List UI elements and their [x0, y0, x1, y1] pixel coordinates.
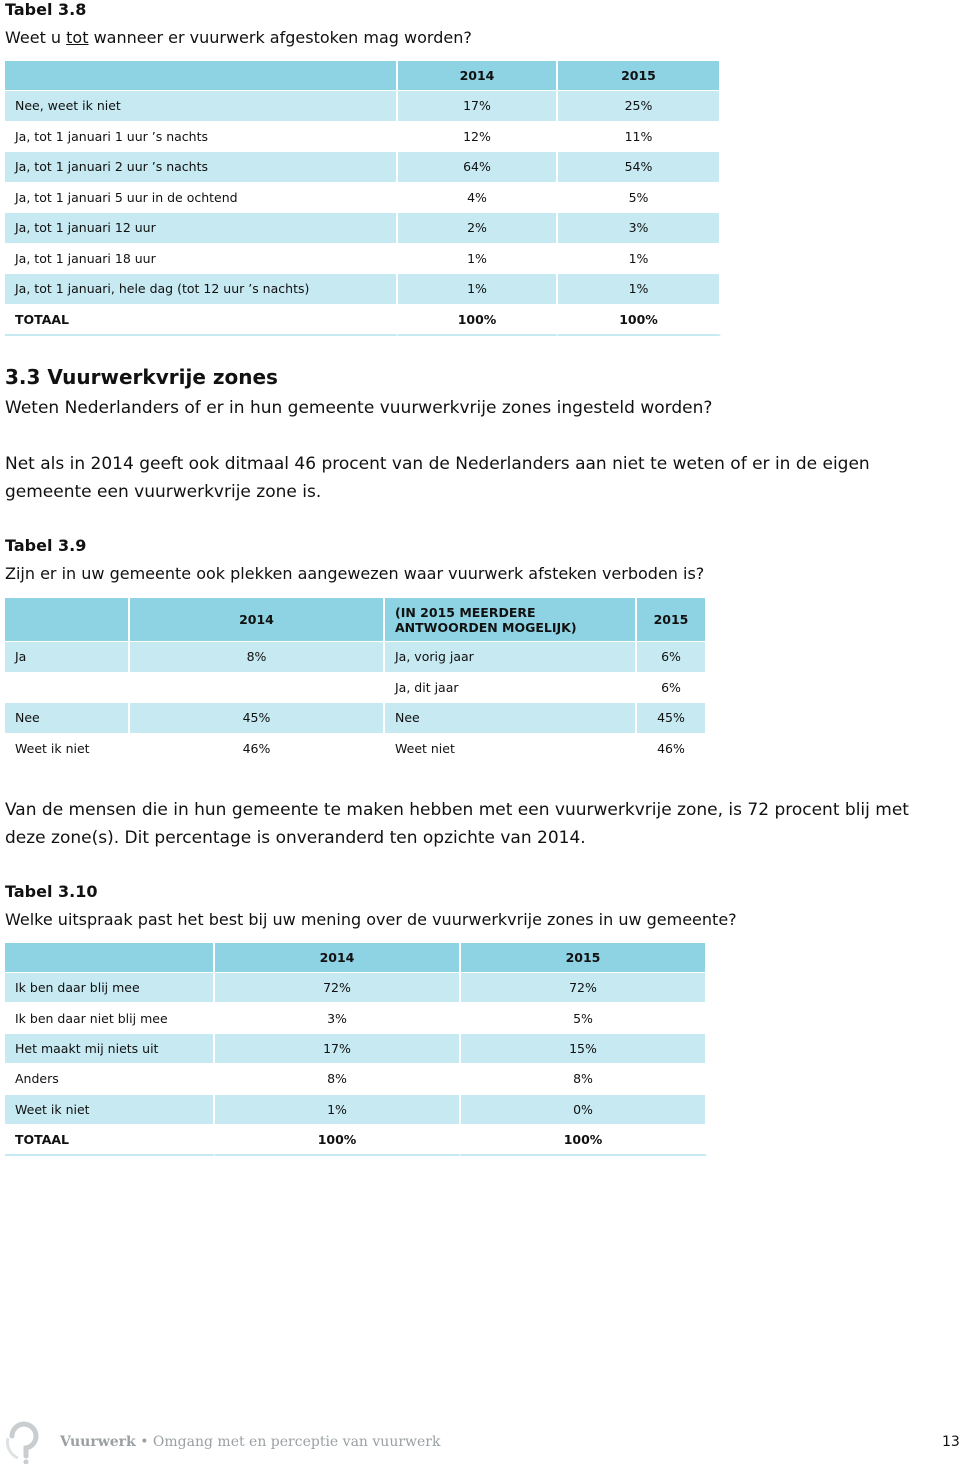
- footer-separator: •: [140, 1434, 149, 1450]
- header-cell: 2015: [558, 61, 721, 91]
- question: Welke uitspraak past het best bij uw men…: [5, 910, 737, 929]
- paragraph: Van de mensen die in hun gemeente te mak…: [5, 800, 909, 848]
- value-cell: 8%: [215, 1064, 461, 1095]
- table-label: Tabel 3.9: [5, 536, 87, 555]
- header-cell: 2015: [637, 598, 707, 642]
- row-label: Ik ben daar blij mee: [5, 973, 215, 1004]
- value-cell: 1%: [215, 1094, 461, 1125]
- total-value: 100%: [461, 1125, 707, 1157]
- footer: Vuurwerk • Omgang met en perceptie van v…: [60, 1434, 440, 1450]
- section-heading: 3.3 Vuurwerkvrije zones: [5, 365, 278, 389]
- value-cell: 12%: [398, 121, 558, 152]
- value-cell: 72%: [461, 973, 707, 1004]
- value-cell: 46%: [637, 733, 707, 764]
- row-label: Ja, dit jaar: [385, 672, 637, 703]
- footer-brand: Vuurwerk: [60, 1434, 136, 1450]
- value-cell: 1%: [398, 243, 558, 274]
- value-cell: [130, 672, 385, 703]
- row-label: Ik ben daar niet blij mee: [5, 1003, 215, 1034]
- value-cell: 2%: [398, 213, 558, 244]
- row-label: Anders: [5, 1064, 215, 1095]
- value-cell: 8%: [461, 1064, 707, 1095]
- value-cell: 6%: [637, 642, 707, 673]
- footer-subtitle: Omgang met en perceptie van vuurwerk: [152, 1434, 441, 1450]
- row-label: Ja, tot 1 januari 2 uur ’s nachts: [5, 152, 398, 183]
- row-label: Ja, tot 1 januari, hele dag (tot 12 uur …: [5, 274, 398, 305]
- row-label: Nee: [5, 703, 130, 734]
- value-cell: 17%: [215, 1033, 461, 1065]
- value-cell: 72%: [215, 973, 461, 1004]
- row-label: Weet ik niet: [5, 733, 130, 764]
- value-cell: 46%: [130, 733, 385, 764]
- value-cell: 64%: [398, 152, 558, 183]
- text: Weet u: [5, 28, 67, 47]
- value-cell: 8%: [130, 642, 385, 673]
- question: Weten Nederlanders of er in hun gemeente…: [5, 398, 713, 418]
- header-cell: 2014: [398, 61, 558, 91]
- header-blank: [5, 943, 215, 973]
- value-cell: 3%: [558, 213, 721, 244]
- value-cell: 11%: [558, 121, 721, 152]
- row-label: Ja, tot 1 januari 12 uur: [5, 213, 398, 244]
- row-label: Nee, weet ik niet: [5, 91, 398, 122]
- question: Zijn er in uw gemeente ook plekken aange…: [5, 564, 705, 583]
- page-number: 13: [942, 1434, 960, 1450]
- header-cell: (IN 2015 MEERDERE ANTWOORDEN MOGELIJK): [385, 598, 637, 642]
- total-value: 100%: [398, 304, 558, 336]
- value-cell: 17%: [398, 91, 558, 122]
- total-label: TOTAAL: [5, 1125, 215, 1157]
- row-label: Ja, tot 1 januari 5 uur in de ochtend: [5, 182, 398, 213]
- header-cell: 2014: [215, 943, 461, 973]
- row-label: Ja, tot 1 januari 18 uur: [5, 243, 398, 274]
- value-cell: 1%: [398, 274, 558, 305]
- value-cell: 45%: [637, 703, 707, 734]
- value-cell: 6%: [637, 672, 707, 703]
- header-cell: 2015: [461, 943, 707, 973]
- value-cell: 15%: [461, 1033, 707, 1065]
- text: wanneer er vuurwerk afgestoken mag worde…: [88, 28, 472, 47]
- value-cell: 3%: [215, 1003, 461, 1034]
- table-label: Tabel 3.10: [5, 882, 98, 901]
- paragraph: Net als in 2014 geeft ook ditmaal 46 pro…: [5, 454, 870, 502]
- value-cell: 1%: [558, 243, 721, 274]
- header-cell: 2014: [130, 598, 385, 642]
- value-cell: 45%: [130, 703, 385, 734]
- total-value: 100%: [215, 1125, 461, 1157]
- underlined-text: tot: [66, 28, 89, 47]
- row-label: Weet ik niet: [5, 1094, 215, 1125]
- row-label: Nee: [385, 703, 637, 734]
- row-label: Het maakt mij niets uit: [5, 1033, 215, 1065]
- row-label: [5, 672, 130, 703]
- total-label: TOTAAL: [5, 304, 398, 336]
- value-cell: 4%: [398, 182, 558, 213]
- logo-icon: [6, 1421, 39, 1464]
- value-cell: 5%: [461, 1003, 707, 1034]
- row-label: Ja: [5, 642, 130, 673]
- row-label: Weet niet: [385, 733, 637, 764]
- question: Weet u tot wanneer er vuurwerk afgestoke…: [5, 28, 472, 47]
- header-blank: [5, 598, 130, 642]
- value-cell: 54%: [558, 152, 721, 183]
- row-label: Ja, tot 1 januari 1 uur ’s nachts: [5, 121, 398, 152]
- value-cell: 5%: [558, 182, 721, 213]
- value-cell: 25%: [558, 91, 721, 122]
- value-cell: 1%: [558, 274, 721, 305]
- value-cell: 0%: [461, 1094, 707, 1125]
- total-value: 100%: [558, 304, 721, 336]
- row-label: Ja, vorig jaar: [385, 642, 637, 673]
- header-blank: [5, 61, 398, 91]
- table-label: Tabel 3.8: [5, 0, 87, 19]
